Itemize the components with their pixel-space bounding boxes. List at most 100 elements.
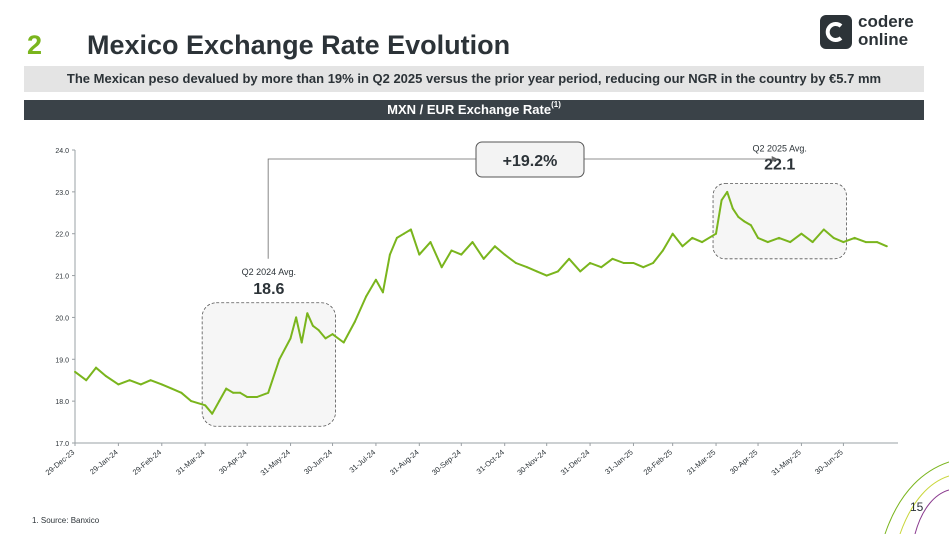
data-point (715, 232, 718, 235)
data-point (701, 241, 704, 244)
data-point (832, 236, 835, 239)
data-point (225, 387, 228, 390)
section-number: 2 (27, 30, 43, 60)
data-point (180, 391, 183, 394)
connector-left (267, 158, 476, 259)
data-point (545, 274, 548, 277)
series-line-group (74, 190, 888, 415)
data-point (342, 341, 345, 344)
x-tick-label: 31-May-25 (769, 448, 802, 478)
x-tick-label: 31-Jan-25 (603, 448, 635, 477)
x-tick-label: 30-Sep-24 (430, 448, 463, 477)
y-tick-label: 19.0 (55, 357, 69, 364)
data-point (278, 358, 281, 361)
data-point (160, 383, 163, 386)
data-point (652, 262, 655, 265)
q2-2025-label: Q2 2025 Avg. (753, 143, 807, 153)
chart-header: MXN / EUR Exchange Rate(1) (24, 100, 924, 120)
codere-logo: codere online (820, 13, 930, 51)
data-point (535, 270, 538, 273)
y-axis: 17.0 18.0 19.0 20.0 21.0 22.0 23.0 24.0 (55, 148, 76, 448)
q2-2024-highlight-box (201, 302, 336, 427)
y-tick-label: 18.0 (55, 399, 69, 406)
data-point (388, 253, 391, 256)
data-point (750, 224, 753, 227)
y-tick-label: 22.0 (55, 232, 69, 239)
data-point (117, 383, 120, 386)
data-point (395, 236, 398, 239)
change-callout-text: +19.2% (503, 153, 558, 170)
data-point (429, 241, 432, 244)
data-point (720, 199, 723, 202)
data-point (789, 241, 792, 244)
data-point (526, 266, 529, 269)
logo-line-1: codere (858, 12, 914, 31)
q2-2025-highlight-box (712, 183, 847, 260)
data-point (731, 207, 734, 210)
data-point (556, 270, 559, 273)
data-point (409, 228, 412, 231)
x-tick-label: 29-Feb-24 (131, 448, 163, 477)
data-point (568, 257, 571, 260)
arrow-head-icon (771, 156, 778, 162)
corner-decoration (884, 461, 949, 534)
data-point (331, 333, 334, 336)
data-point (691, 236, 694, 239)
data-point (460, 253, 463, 256)
data-point (482, 257, 485, 260)
annotations: Q2 2024 Avg.18.6Q2 2025 Avg.22.1+19.2% (242, 141, 807, 298)
data-point (681, 245, 684, 248)
y-tick-label: 21.0 (55, 274, 69, 281)
q2-2024-value: 18.6 (253, 281, 284, 298)
data-point (811, 241, 814, 244)
data-point (589, 262, 592, 265)
x-tick-label: 31-May-24 (259, 448, 292, 478)
data-point (800, 232, 803, 235)
data-point (450, 249, 453, 252)
data-point (255, 395, 258, 398)
x-axis: 29-Dec-23 29-Jan-24 29-Feb-24 31-Mar-24 30-A… (44, 442, 898, 478)
data-point (300, 341, 303, 344)
subtitle: The Mexican peso devalued by more than 1… (66, 71, 882, 86)
data-point (737, 215, 740, 218)
data-point (632, 262, 635, 265)
data-point (726, 190, 729, 193)
data-point (267, 391, 270, 394)
data-point (622, 262, 625, 265)
data-point (418, 253, 421, 256)
data-point (743, 220, 746, 223)
data-point (374, 278, 377, 281)
data-point (74, 370, 76, 373)
data-point (579, 270, 582, 273)
data-point (853, 236, 856, 239)
chart-header-text: MXN / EUR Exchange Rate (387, 102, 552, 117)
highlight-boxes (201, 183, 847, 427)
x-tick-label: 30-Nov-24 (515, 448, 548, 477)
data-point (864, 241, 867, 244)
data-point (402, 232, 405, 235)
y-tick-label: 23.0 (55, 190, 69, 197)
data-point (440, 266, 443, 269)
data-point (190, 400, 193, 403)
data-point (876, 241, 879, 244)
data-point (94, 366, 97, 369)
x-tick-label: 31-Jul-24 (347, 448, 377, 475)
x-tick-label: 29-Jan-24 (88, 448, 120, 477)
change-callout-box (475, 141, 585, 178)
chart-header-footnote-ref: (1) (551, 100, 561, 109)
data-point (353, 320, 356, 323)
data-point (885, 245, 888, 248)
x-tick-label: 30-Jun-24 (302, 448, 334, 477)
data-point (661, 249, 664, 252)
data-point (671, 232, 674, 235)
data-point (778, 236, 781, 239)
x-tick-label: 31-Mar-24 (174, 448, 206, 477)
q2-2024-label: Q2 2024 Avg. (242, 267, 296, 277)
x-tick-label: 30-Apr-24 (217, 448, 248, 476)
x-tick-label: 31-Dec-24 (559, 448, 592, 477)
data-point (289, 337, 292, 340)
data-point (317, 328, 320, 331)
data-point (218, 400, 221, 403)
data-point (246, 395, 249, 398)
data-point (766, 241, 769, 244)
